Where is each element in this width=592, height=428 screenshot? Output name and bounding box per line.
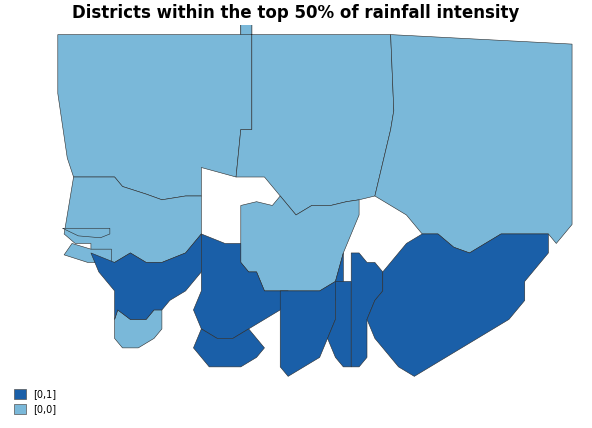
Title: Districts within the top 50% of rainfall intensity: Districts within the top 50% of rainfall… [72,4,520,22]
Legend: [0,1], [0,0]: [0,1], [0,0] [9,384,62,419]
